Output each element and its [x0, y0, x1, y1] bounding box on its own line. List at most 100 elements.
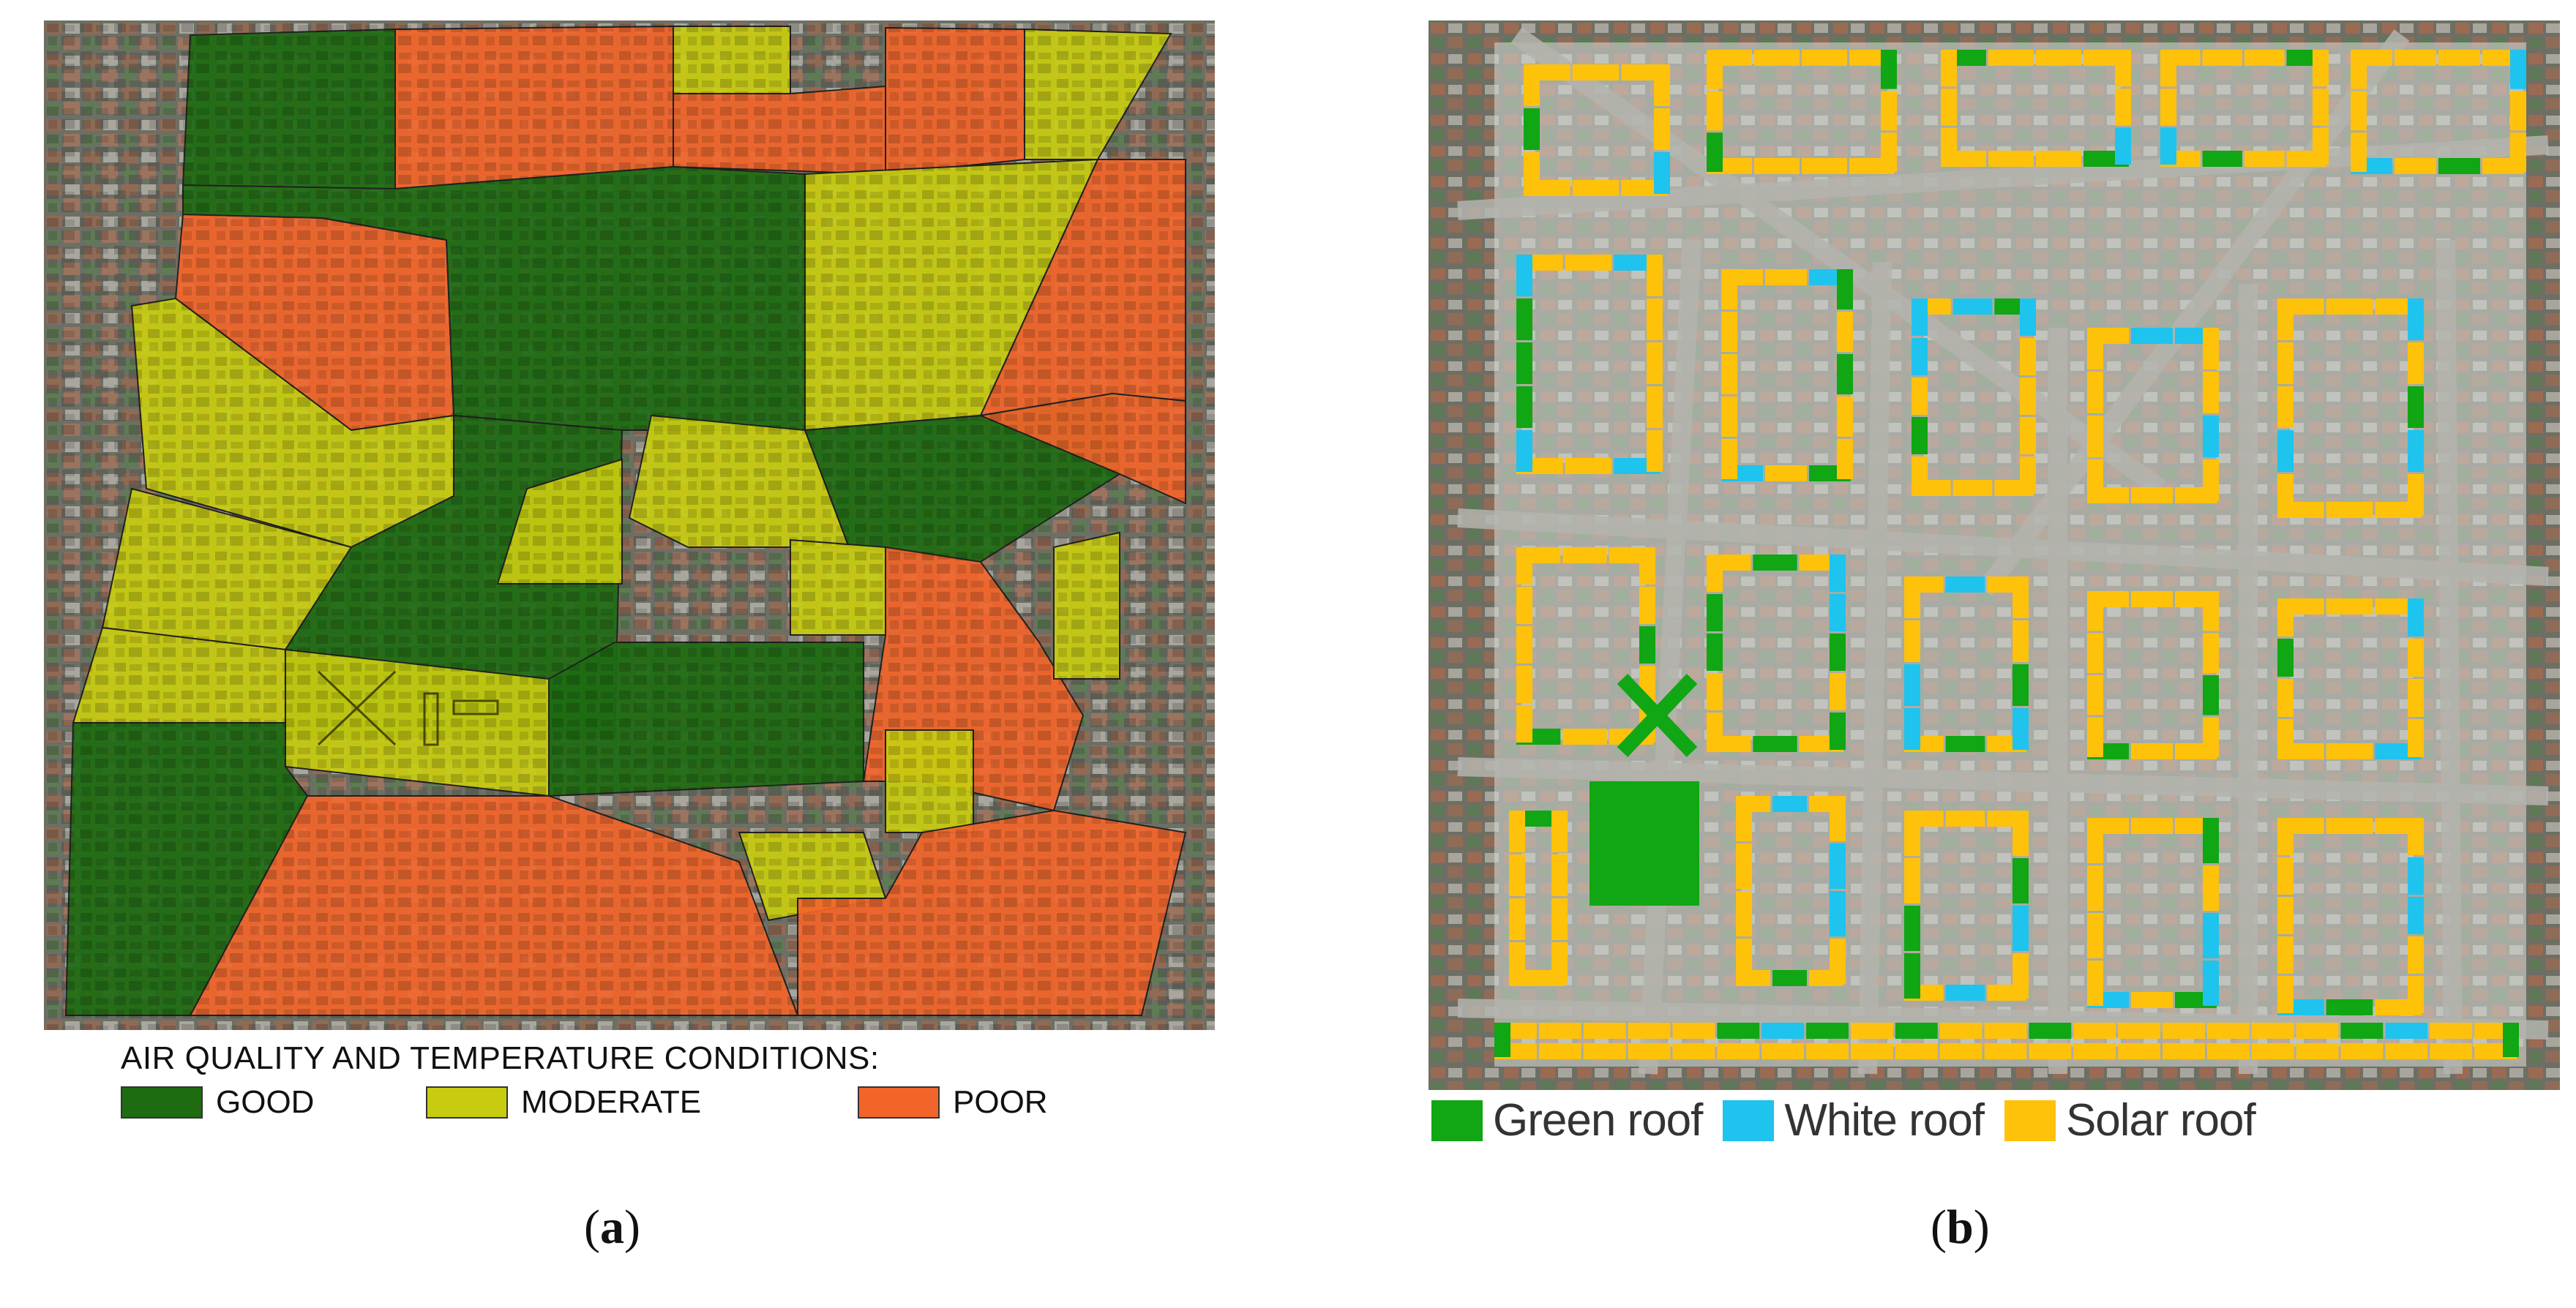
roof-segment — [1583, 1043, 1626, 1059]
roof-segment — [2012, 620, 2029, 662]
roof-segment — [2029, 1023, 2072, 1039]
roof-segment — [1707, 50, 1723, 89]
roof-segment — [1837, 354, 1853, 394]
roof-segment — [1654, 108, 1670, 150]
roof-segment — [2408, 430, 2424, 472]
roof-segment — [2087, 818, 2103, 863]
roof-segment — [2115, 127, 2131, 165]
roof-segment — [1736, 939, 1752, 984]
roof-segment — [1717, 1043, 1760, 1059]
roof-segment — [1707, 673, 1723, 710]
roof-segment — [1941, 127, 1957, 165]
roof-segment — [1895, 1023, 1938, 1039]
roof-segment — [1881, 91, 1897, 131]
roof-segment — [2251, 1023, 2294, 1039]
roof-segment — [2087, 961, 2103, 1006]
roof-segment — [1850, 1023, 1893, 1039]
roof-segment — [1912, 456, 1928, 494]
roof-segment — [2036, 50, 2081, 66]
roof-segment — [2408, 298, 2424, 340]
roof-segment — [2510, 91, 2526, 131]
roof-segment — [1830, 634, 1846, 671]
roof-segment — [2408, 386, 2424, 428]
roof-segment — [2408, 679, 2424, 717]
roof-segment — [1551, 811, 1568, 852]
roof-segment — [2408, 897, 2424, 934]
roof-segment — [2277, 976, 2294, 1013]
roof-segment — [2313, 127, 2329, 165]
roof-segment — [2087, 328, 2103, 369]
roof-segment — [1806, 1043, 1849, 1059]
legend-label-moderate: MODERATE — [521, 1084, 702, 1120]
legend-swatch-solar-roof — [2004, 1100, 2056, 1141]
caption-a: (a) — [584, 1200, 640, 1254]
roof-segment — [2115, 50, 2131, 87]
roof-segment — [2131, 328, 2173, 344]
roof-segment — [1524, 108, 1540, 150]
roof-segment — [2277, 386, 2294, 428]
roof-segment — [2118, 1043, 2161, 1059]
roof-segment — [1988, 151, 2034, 167]
roof-segment — [1761, 1023, 1805, 1039]
roof-segment — [1654, 64, 1670, 106]
roof-segment — [1904, 906, 1920, 951]
roof-segment — [2203, 717, 2219, 757]
roof-segment — [2163, 1023, 2205, 1039]
roof-segment — [2244, 50, 2285, 66]
roof-segment — [1707, 594, 1723, 631]
roof-segment — [2326, 298, 2373, 315]
roof-segment — [2351, 50, 2367, 89]
roof-segment — [1509, 942, 1525, 984]
roof-segment — [2438, 50, 2480, 66]
roof-segment — [1912, 338, 1928, 375]
roof-segment — [1572, 64, 1620, 80]
roof-segment — [1904, 620, 1920, 662]
legend-swatch-green-roof — [1431, 1100, 1483, 1141]
roof-segment — [2277, 679, 2294, 717]
roof-segment — [1904, 953, 1920, 999]
roof-segment — [1494, 1023, 1510, 1057]
roof-legend: Green roof White roof Solar roof — [1431, 1094, 2276, 1146]
roof-segment — [2012, 953, 2029, 999]
roof-segment — [2296, 1023, 2339, 1039]
roof-segment — [2073, 1023, 2116, 1039]
roof-segment — [1802, 50, 1847, 66]
roof-segment — [1945, 576, 1985, 593]
roof-segment — [1721, 439, 1737, 479]
legend-label-poor: POOR — [953, 1084, 1048, 1120]
roof-segment — [1952, 480, 1993, 496]
roof-segment — [1628, 1043, 1671, 1059]
legend-label-green-roof: Green roof — [1493, 1095, 1703, 1146]
roof-segment — [2277, 936, 2294, 974]
roof-segment — [2203, 633, 2219, 673]
roof-segment — [1904, 576, 1920, 618]
roof-segment — [1837, 269, 1853, 309]
roof-segment — [1516, 666, 1532, 703]
roof-segment — [2408, 719, 2424, 757]
roof-segment — [1830, 713, 1846, 750]
roof-segment — [1562, 547, 1607, 563]
roof-segment — [1837, 312, 1853, 352]
legend-swatch-poor — [858, 1086, 940, 1119]
roof-segment — [1516, 547, 1532, 585]
roof-segment — [1736, 843, 1752, 889]
green-roof-large — [1590, 781, 1699, 906]
roof-segment — [2087, 717, 2103, 757]
roof-segment — [1721, 269, 1737, 309]
roof-segment — [2012, 708, 2029, 750]
roof-segment — [2203, 459, 2219, 501]
roof-segment — [2326, 818, 2373, 834]
roof-segment — [2340, 1043, 2384, 1059]
roof-segment — [1806, 1023, 1849, 1039]
roof-segment — [2160, 127, 2176, 165]
roof-segment — [1830, 555, 1846, 592]
roof-segment — [1551, 898, 1568, 940]
roof-segment — [2251, 1043, 2294, 1059]
roof-segment — [1736, 796, 1752, 841]
roof-segment — [2430, 1023, 2473, 1039]
roof-segment — [2326, 999, 2373, 1015]
roof-segment — [2087, 372, 2103, 413]
roof-segment — [2244, 151, 2285, 167]
roof-segment — [2115, 89, 2131, 126]
roof-segment — [2408, 857, 2424, 895]
